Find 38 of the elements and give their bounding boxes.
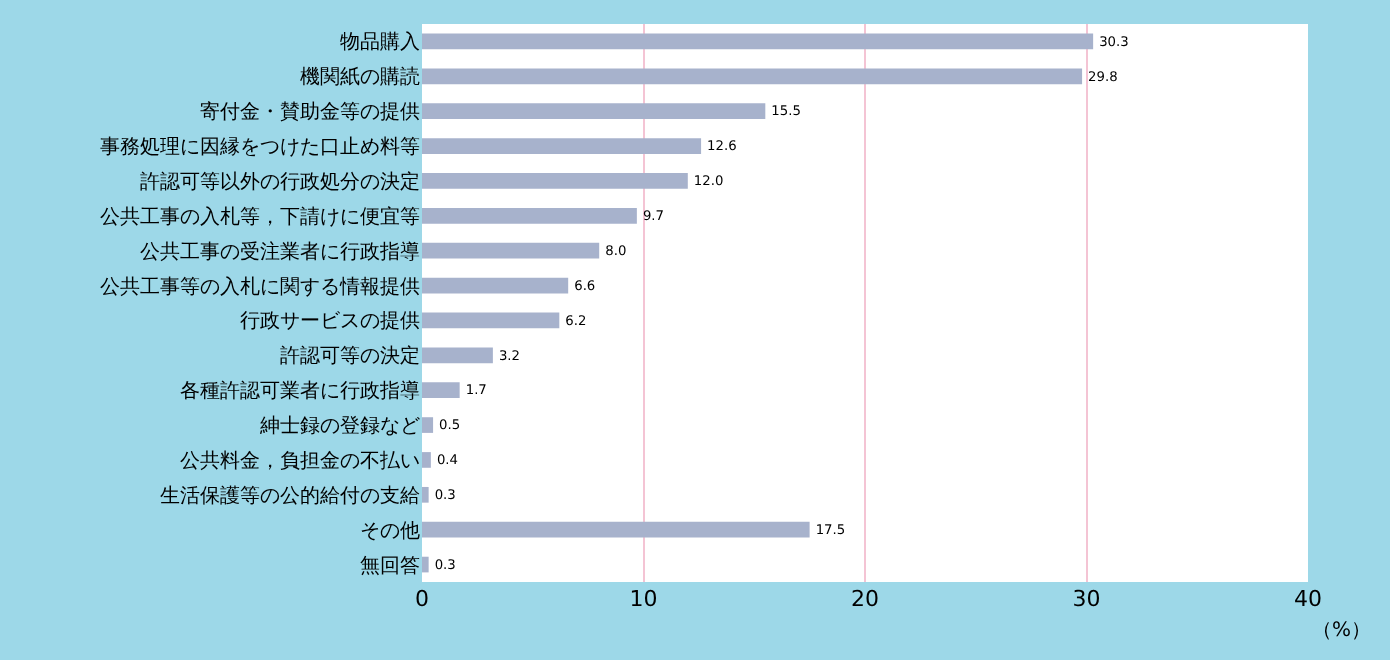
y-tick-label: 無回答 bbox=[360, 553, 420, 578]
y-tick-label: 生活保護等の公的給付の支給 bbox=[160, 483, 420, 508]
bar bbox=[422, 138, 702, 154]
bar bbox=[422, 242, 600, 259]
bar bbox=[422, 68, 1083, 85]
y-tick-label: 行政サービスの提供 bbox=[240, 309, 420, 334]
bar bbox=[422, 452, 431, 468]
y-tick-label: 公共工事等の入札に関する情報提供 bbox=[100, 274, 420, 299]
y-tick-label: 公共料金，負担金の不払い bbox=[180, 448, 420, 473]
bar bbox=[422, 556, 429, 573]
bar bbox=[422, 277, 569, 294]
bar bbox=[422, 382, 460, 399]
x-tick-label: 30 bbox=[1072, 586, 1101, 612]
y-tick-label: 各種許認可業者に行政指導 bbox=[180, 379, 420, 404]
x-tick-label: 10 bbox=[629, 586, 658, 612]
x-tick-label: 40 bbox=[1294, 586, 1322, 612]
y-tick-label: その他 bbox=[360, 518, 420, 543]
y-tick-label: 公共工事の入札等，下請けに便宜等 bbox=[100, 204, 420, 229]
y-tick-label: 許認可等の決定 bbox=[280, 344, 420, 369]
x-tick-label: 0 bbox=[415, 586, 429, 612]
bar bbox=[422, 347, 493, 364]
bar bbox=[422, 521, 810, 538]
y-tick-label: 公共工事の受注業者に行政指導 bbox=[140, 239, 420, 264]
bar bbox=[422, 417, 434, 433]
y-tick-label: 機関紙の購読 bbox=[300, 65, 420, 90]
bar bbox=[422, 312, 560, 329]
y-tick-label: 事務処理に因縁をつけた口止め料等 bbox=[100, 135, 420, 160]
y-tick-label: 物品購入 bbox=[340, 30, 420, 55]
bar bbox=[422, 173, 688, 189]
x-tick-label: 20 bbox=[851, 586, 879, 612]
bar bbox=[422, 33, 1094, 50]
bar bbox=[422, 207, 637, 224]
bar bbox=[422, 486, 429, 503]
y-tick-label: 許認可等以外の行政処分の決定 bbox=[140, 169, 420, 194]
x-axis-title: （%） bbox=[1312, 620, 1372, 642]
y-tick-label: 紳士録の登録など bbox=[258, 414, 420, 439]
bar bbox=[422, 103, 766, 120]
y-tick-label: 寄付金・賛助金等の提供 bbox=[200, 100, 420, 125]
